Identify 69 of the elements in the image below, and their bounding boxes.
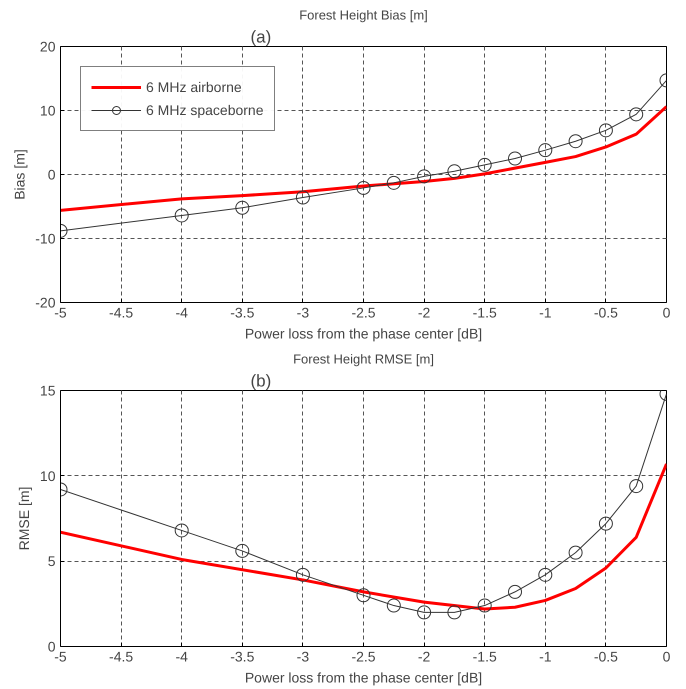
point <box>356 180 370 195</box>
point <box>568 134 583 148</box>
point <box>478 158 492 172</box>
line-series <box>60 462 666 610</box>
y-tick-label: 15 <box>40 382 56 398</box>
chart-title: Forest Height Bias [m] <box>299 8 428 22</box>
point <box>417 605 432 620</box>
point <box>356 588 370 602</box>
x-tick-label: -5 <box>54 648 67 664</box>
point <box>598 123 613 138</box>
x-tick-label: -1.5 <box>472 648 497 664</box>
x-tick-label: -4.5 <box>109 304 134 320</box>
annotation: (a) <box>250 28 272 46</box>
x-tick-label: 0 <box>662 304 671 320</box>
y-tick-label: 10 <box>40 468 56 484</box>
x-tick-label: -3.5 <box>230 648 255 664</box>
x-axis-title: Power loss from the phase center [dB] <box>244 670 482 686</box>
point <box>538 568 552 582</box>
x-tick-label: -2.5 <box>351 648 376 664</box>
y-tick-label: 20 <box>40 38 56 54</box>
point <box>296 568 310 582</box>
point <box>235 200 250 215</box>
point <box>174 523 189 538</box>
point <box>174 208 189 222</box>
x-tick-label: -0.5 <box>594 648 618 664</box>
x-tick-label: -2 <box>418 648 431 664</box>
x-tick-label: -4 <box>175 648 188 664</box>
legend-label: 6 MHz spaceborne <box>146 102 264 118</box>
point <box>447 164 462 178</box>
point <box>568 546 583 560</box>
point <box>629 107 644 122</box>
x-tick-label: -2.5 <box>351 304 376 320</box>
point <box>508 584 522 599</box>
y-tick-label: 0 <box>48 166 56 182</box>
y-tick-label: -10 <box>35 230 56 246</box>
y-axis-title: RMSE [m] <box>16 486 32 550</box>
point <box>478 598 492 613</box>
x-tick-label: -3 <box>296 304 310 320</box>
annotation: (b) <box>250 372 272 390</box>
point <box>386 598 401 613</box>
y-tick-label: 0 <box>48 638 56 654</box>
x-tick-label: -4.5 <box>109 648 134 664</box>
x-tick-label: -2 <box>418 304 431 320</box>
x-tick-label: -4 <box>175 304 188 320</box>
point <box>598 516 613 531</box>
legend-label: 6 MHz airborne <box>146 79 242 95</box>
x-tick-label: -3.5 <box>230 304 255 320</box>
point <box>629 479 644 494</box>
point <box>508 152 522 166</box>
point <box>235 544 250 558</box>
x-axis-title: Power loss from the phase center [dB] <box>244 326 482 342</box>
x-tick-label: 0 <box>662 648 671 664</box>
point <box>538 143 552 158</box>
y-tick-label: -20 <box>35 294 56 310</box>
point <box>417 169 432 184</box>
point <box>296 190 310 205</box>
line-series <box>60 105 666 212</box>
x-tick-label: -5 <box>54 304 67 320</box>
y-axis-title: Bias [m] <box>11 149 28 200</box>
x-tick-label: -1 <box>539 648 552 664</box>
x-tick-label: -0.5 <box>594 304 618 320</box>
x-tick-label: -3 <box>296 648 310 664</box>
x-tick-label: -1.5 <box>472 304 497 320</box>
chart-title: Forest Height RMSE [m] <box>293 352 434 366</box>
y-tick-label: 10 <box>40 102 56 118</box>
point <box>447 605 462 620</box>
y-tick-label: 5 <box>48 553 56 570</box>
x-tick-label: -1 <box>539 304 552 320</box>
point <box>386 176 401 190</box>
